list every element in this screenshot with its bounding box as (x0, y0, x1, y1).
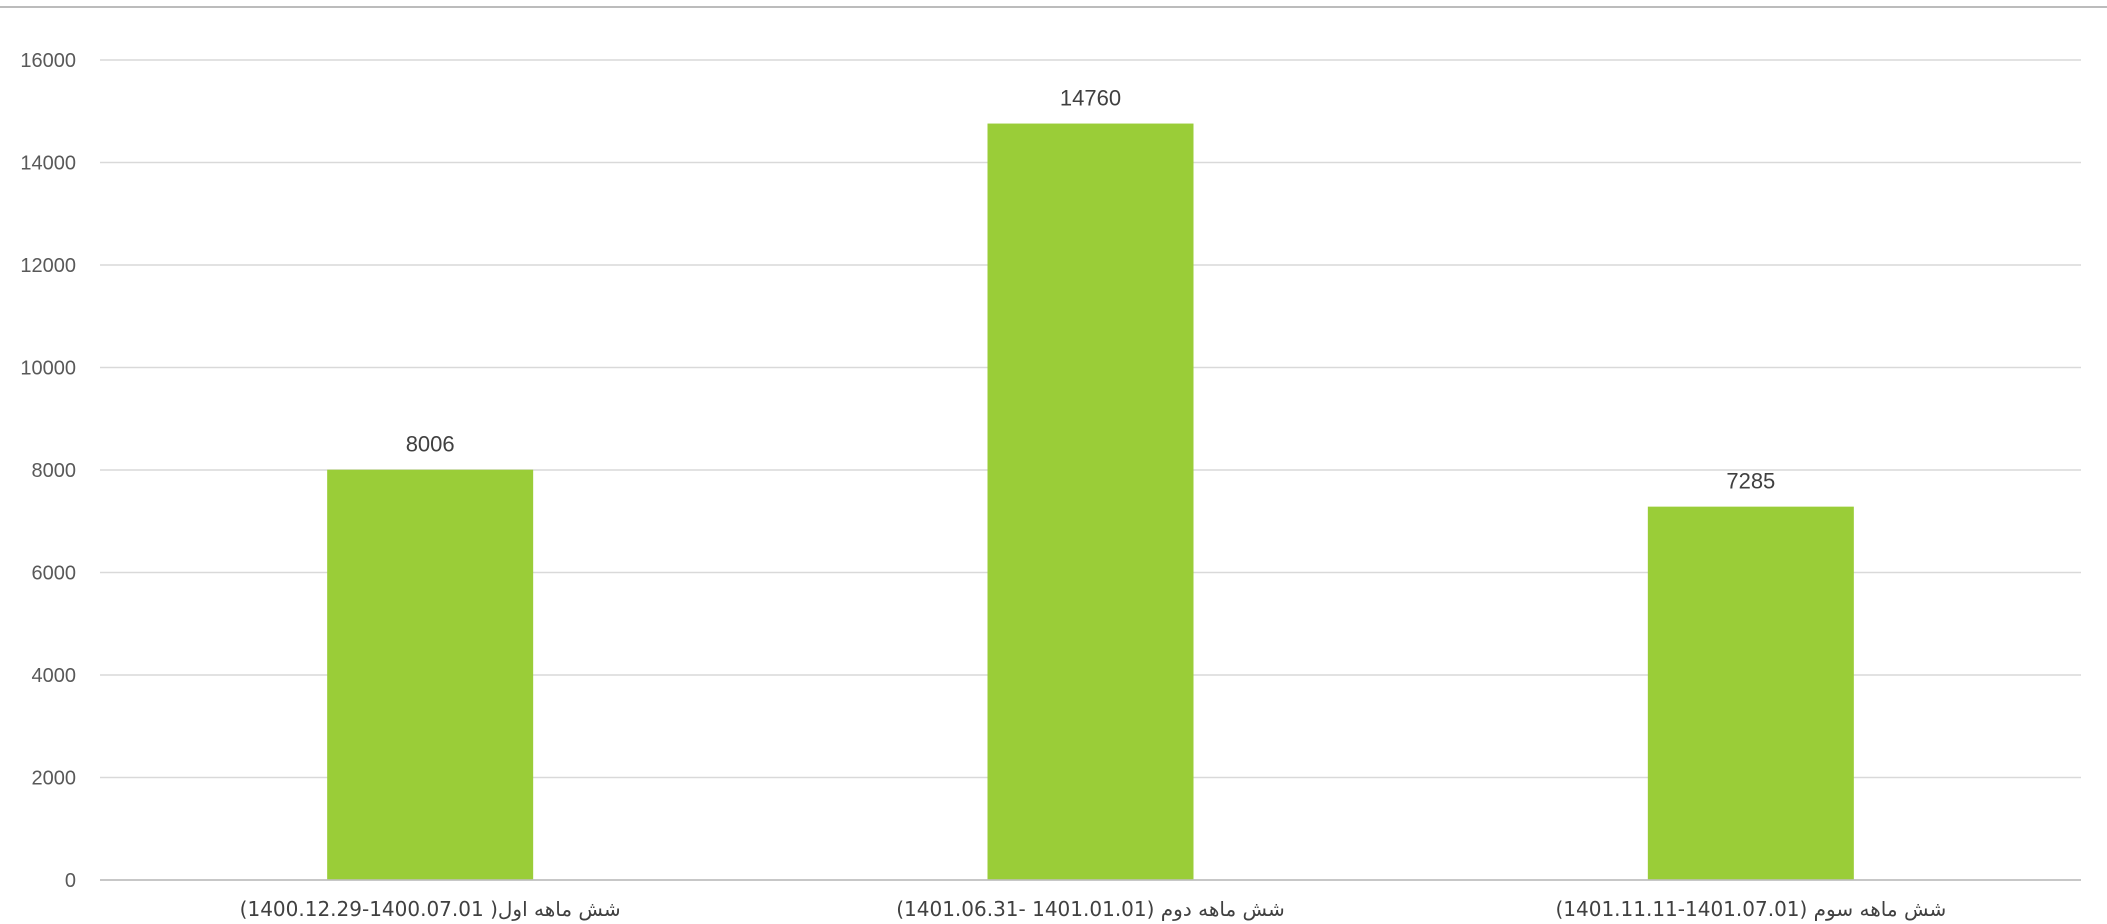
bar-data-label: 14760 (1060, 86, 1121, 111)
bar (327, 469, 534, 880)
y-tick-label: 6000 (32, 563, 77, 585)
x-category-label: شش ماهه اول( 1400.07.01-1400.12.29) (240, 897, 621, 921)
y-tick-label: 0 (65, 870, 76, 892)
bars (327, 123, 1854, 881)
bar (1647, 506, 1854, 880)
bar (987, 123, 1194, 881)
bar-data-label: 7285 (1726, 469, 1775, 494)
y-tick-label: 8000 (32, 460, 77, 482)
y-tick-label: 2000 (32, 768, 77, 790)
x-axis: شش ماهه اول( 1400.07.01-1400.12.29) شش ما… (100, 879, 2081, 921)
y-tick-label: 4000 (32, 665, 77, 687)
bar-data-label: 8006 (406, 432, 455, 457)
x-category-label: شش ماهه دوم (1401.01.01 -1401.06.31) (896, 897, 1285, 921)
y-tick-label: 12000 (20, 255, 76, 277)
x-category-label: شش ماهه سوم (1401.07.01-1401.11.11) (1555, 897, 1946, 921)
data-labels: 8006 14760 7285 (406, 86, 1776, 494)
y-tick-label: 14000 (20, 153, 76, 175)
y-axis: 0 2000 4000 6000 8000 10000 12000 14000 16000 (20, 50, 76, 892)
y-tick-label: 16000 (20, 50, 76, 72)
y-tick-label: 10000 (20, 358, 76, 380)
